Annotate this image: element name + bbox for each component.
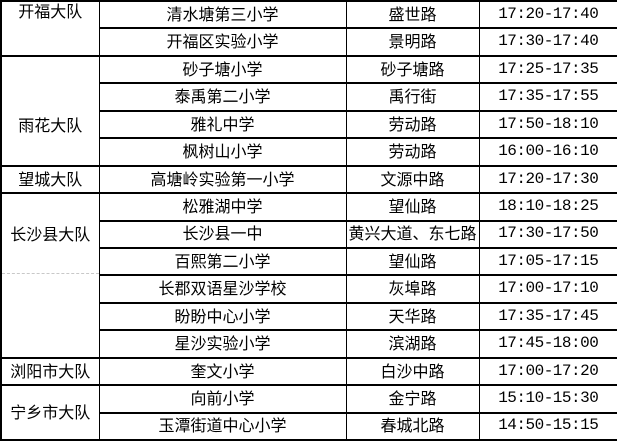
brigade-label: 长沙县大队 — [10, 224, 91, 244]
school-cell: 枫树山小学 — [98, 137, 347, 167]
school-cell: 长沙县一中 — [98, 219, 347, 249]
road-cell: 天华路 — [345, 301, 480, 332]
school-cell: 松雅湖中学 — [98, 192, 347, 222]
table-row: 开福大队 清水塘第三小学 盛世路 17:20-17:40 — [0, 0, 617, 57]
road-cell: 黄兴大道、东七路 — [345, 219, 480, 249]
table-row: 雅礼中学 劳动路 17:50-18:10 — [1, 109, 617, 140]
time-cell: 17:45-18:00 — [478, 329, 617, 359]
brigade-label: 宁乡市大队 — [10, 402, 91, 422]
brigade-label-wrap: 浏阳市大队 — [3, 361, 98, 381]
time-cell: 17:25-17:35 — [478, 54, 617, 85]
brigade-label: 雨花大队 — [18, 115, 83, 135]
school-cell: 玉潭街道中心小学 — [98, 411, 347, 441]
road-cell: 春城北路 — [345, 411, 480, 441]
table-row: 浏阳市大队 奎文小学 白沙中路 17:00-17:20 — [0, 356, 617, 387]
road-cell: 望仙路 — [345, 246, 480, 277]
time-cell: 17:00-17:20 — [478, 356, 617, 387]
brigade-label-wrap: 长沙县大队 — [2, 195, 98, 275]
brigade-label: 浏阳市大队 — [10, 361, 91, 381]
table-row: 百熙第二小学 望仙路 17:05-17:15 — [1, 246, 617, 277]
time-cell: 17:20-17:40 — [478, 0, 617, 30]
school-cell: 星沙实验小学 — [98, 329, 347, 359]
time-cell: 16:00-16:10 — [478, 137, 617, 167]
time-cell: 17:30-17:40 — [478, 27, 617, 57]
road-cell: 劳动路 — [345, 137, 480, 167]
road-cell: 金宁路 — [345, 384, 480, 414]
dashed-divider — [2, 273, 98, 275]
school-cell: 百熙第二小学 — [98, 246, 347, 277]
brigade-cell: 浏阳市大队 — [0, 356, 100, 387]
brigade-cell: 宁乡市大队 — [0, 384, 100, 441]
table-row: 枫树山小学 劳动路 16:00-16:10 — [1, 137, 617, 167]
time-cell: 17:35-17:45 — [478, 301, 617, 332]
table-row: 望城大队 高塘岭实验第一小学 文源中路 17:20-17:30 — [0, 164, 617, 195]
time-cell: 17:05-17:15 — [478, 246, 617, 277]
school-cell: 泰禹第二小学 — [98, 82, 347, 112]
road-cell: 劳动路 — [345, 109, 480, 140]
road-cell: 砂子塘路 — [345, 54, 480, 85]
time-cell: 17:20-17:30 — [478, 164, 617, 195]
road-cell: 景明路 — [345, 27, 480, 57]
table-row: 盼盼中心小学 天华路 17:35-17:45 — [1, 301, 617, 332]
road-cell: 盛世路 — [345, 0, 480, 30]
time-cell: 18:10-18:25 — [478, 192, 617, 222]
school-cell: 长郡双语星沙学校 — [98, 274, 347, 304]
school-cell: 奎文小学 — [98, 356, 347, 387]
road-cell: 灰埠路 — [345, 274, 480, 304]
school-cell: 盼盼中心小学 — [98, 301, 347, 332]
table-row: 雨花大队 砂子塘小学 砂子塘路 17:25-17:35 — [0, 54, 617, 167]
brigade-label: 开福大队 — [18, 2, 83, 21]
school-cell: 开福区实验小学 — [98, 27, 347, 57]
table-row: 泰禹第二小学 禹行街 17:35-17:55 — [1, 82, 617, 112]
table-row: 长郡双语星沙学校 灰埠路 17:00-17:10 — [1, 274, 617, 304]
time-cell: 17:35-17:55 — [478, 82, 617, 112]
time-cell: 17:50-18:10 — [478, 109, 617, 140]
road-cell: 望仙路 — [345, 192, 480, 222]
table-row: 长沙县一中 黄兴大道、东七路 17:30-17:50 — [1, 219, 617, 249]
brigade-label-wrap: 望城大队 — [3, 169, 98, 189]
road-cell: 白沙中路 — [345, 356, 480, 387]
time-cell: 15:10-15:30 — [478, 384, 617, 414]
road-cell: 禹行街 — [345, 82, 480, 112]
road-cell: 文源中路 — [345, 164, 480, 195]
brigade-cell: 长沙县大队 — [0, 192, 100, 359]
time-cell: 17:30-17:50 — [478, 219, 617, 249]
school-cell: 高塘岭实验第一小学 — [98, 164, 347, 195]
school-cell: 砂子塘小学 — [98, 54, 347, 85]
table-row: 玉潭街道中心小学 春城北路 14:50-15:15 — [1, 411, 617, 441]
table-row: 长沙县大队 松雅湖中学 望仙路 18:10-18:25 — [0, 192, 617, 359]
school-cell: 雅礼中学 — [98, 109, 347, 140]
brigade-label-wrap: 宁乡市大队 — [3, 402, 98, 422]
brigade-label-wrap: 雨花大队 — [3, 102, 98, 135]
brigade-label: 望城大队 — [18, 169, 83, 189]
time-cell: 17:00-17:10 — [478, 274, 617, 304]
table-row: 宁乡市大队 向前小学 金宁路 15:10-15:30 — [0, 384, 617, 441]
road-cell: 滨湖路 — [345, 329, 480, 359]
brigade-label-wrap: 开福大队 — [3, 3, 98, 21]
brigade-cell: 雨花大队 — [0, 54, 100, 167]
school-cell: 向前小学 — [98, 384, 347, 414]
table-row: 星沙实验小学 滨湖路 17:45-18:00 — [1, 329, 617, 359]
time-cell: 14:50-15:15 — [478, 411, 617, 441]
brigade-cell: 望城大队 — [0, 164, 100, 195]
brigade-cell: 开福大队 — [0, 0, 100, 57]
table-row: 开福区实验小学 景明路 17:30-17:40 — [1, 27, 617, 57]
school-cell: 清水塘第三小学 — [98, 0, 347, 30]
